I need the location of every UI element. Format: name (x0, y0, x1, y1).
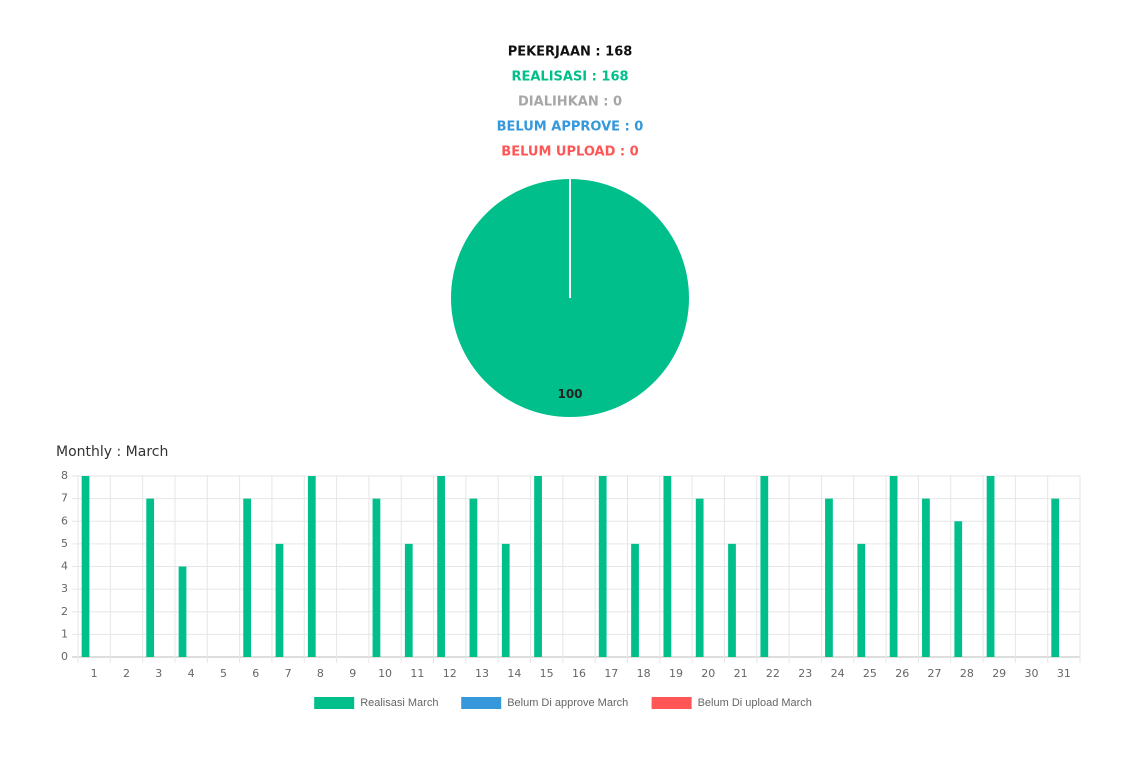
x-tick-label: 15 (540, 667, 554, 680)
x-tick-label: 4 (188, 667, 195, 680)
y-tick-label: 2 (61, 605, 68, 618)
x-tick-label: 5 (220, 667, 227, 680)
bar (986, 476, 995, 657)
y-tick-label: 3 (61, 582, 68, 595)
x-tick-label: 25 (863, 667, 877, 680)
x-tick-label: 17 (604, 667, 618, 680)
bar (469, 498, 478, 657)
summary-line: PEKERJAAN : 168 (508, 45, 633, 60)
bar (922, 498, 930, 657)
x-tick-label: 29 (992, 667, 1006, 680)
summary-line: REALISASI : 168 (511, 70, 628, 85)
bar (598, 476, 607, 657)
x-tick-label: 8 (317, 667, 324, 680)
x-tick-label: 22 (766, 667, 780, 680)
x-tick-label: 2 (123, 667, 130, 680)
legend-label: Belum Di upload March (698, 697, 812, 709)
bar (889, 476, 898, 657)
x-tick-label: 23 (798, 667, 812, 680)
bar (243, 498, 252, 657)
summary-line: BELUM UPLOAD : 0 (501, 145, 638, 160)
bar (728, 543, 736, 657)
legend-label: Belum Di approve March (507, 697, 628, 709)
x-tick-label: 13 (475, 667, 489, 680)
bar (534, 476, 542, 657)
x-tick-label: 7 (285, 667, 292, 680)
x-tick-label: 14 (507, 667, 521, 680)
legend-swatch (461, 697, 502, 709)
x-tick-label: 16 (572, 667, 586, 680)
x-tick-label: 10 (378, 667, 392, 680)
bar (372, 498, 381, 657)
bar (501, 543, 510, 657)
x-tick-label: 28 (960, 667, 974, 680)
x-tick-label: 20 (701, 667, 715, 680)
x-tick-label: 9 (349, 667, 356, 680)
bar (146, 498, 155, 657)
legend-label: Realisasi March (360, 697, 438, 709)
x-tick-label: 26 (895, 667, 909, 680)
x-tick-label: 24 (831, 667, 845, 680)
x-tick-label: 19 (669, 667, 683, 680)
y-tick-label: 7 (61, 492, 68, 505)
x-tick-label: 1 (91, 667, 98, 680)
x-tick-label: 3 (155, 667, 162, 680)
bar (663, 476, 672, 657)
bar (307, 476, 316, 657)
y-tick-label: 0 (61, 650, 68, 663)
bar (631, 543, 639, 657)
summary-line: DIALIHKAN : 0 (518, 95, 622, 110)
bar (437, 476, 445, 657)
bar (275, 543, 284, 657)
legend-swatch (314, 697, 355, 709)
legend-swatch (651, 697, 692, 709)
y-tick-label: 5 (61, 537, 68, 550)
x-tick-label: 6 (252, 667, 259, 680)
bar (404, 543, 413, 657)
bar (81, 476, 90, 657)
bar (178, 566, 187, 657)
y-tick-label: 1 (61, 627, 68, 640)
bar (857, 543, 866, 657)
bar (825, 498, 833, 657)
bar (954, 521, 963, 657)
x-tick-label: 27 (928, 667, 942, 680)
y-tick-label: 8 (61, 469, 68, 482)
bar (1051, 498, 1060, 657)
bar (760, 476, 769, 657)
x-tick-label: 18 (637, 667, 651, 680)
bar-chart-title: Monthly : March (56, 444, 168, 460)
x-tick-label: 30 (1025, 667, 1039, 680)
summary-line: BELUM APPROVE : 0 (497, 120, 644, 135)
bar (695, 498, 704, 657)
y-tick-label: 4 (61, 560, 68, 573)
x-tick-label: 31 (1057, 667, 1071, 680)
x-tick-label: 12 (443, 667, 457, 680)
pie-value-label: 100 (557, 387, 582, 401)
x-tick-label: 11 (410, 667, 424, 680)
x-tick-label: 21 (734, 667, 748, 680)
y-tick-label: 6 (61, 514, 68, 527)
